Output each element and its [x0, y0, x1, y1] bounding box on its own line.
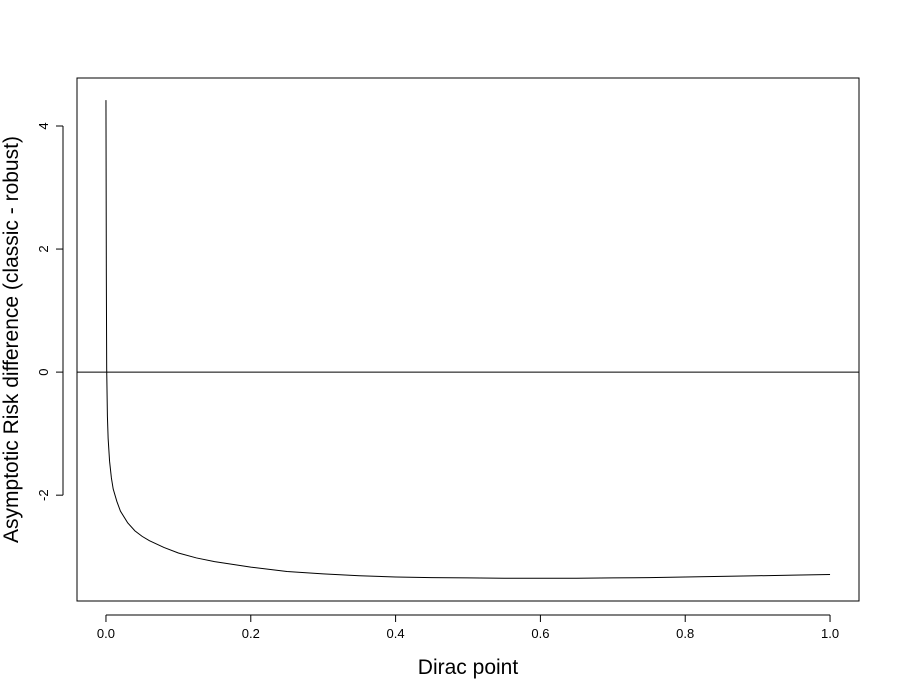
series-line	[105, 100, 831, 579]
y-axis-title: Asymptotic Risk difference (classic - ro…	[0, 136, 23, 543]
x-tick-label: 0.6	[531, 626, 549, 641]
x-tick-label: 1.0	[821, 626, 839, 641]
x-axis: 0.0 0.2 0.4 0.6 0.8 1.0	[97, 614, 839, 641]
x-tick-label: 0.4	[387, 626, 405, 641]
x-tick-label: 0.8	[676, 626, 694, 641]
y-axis: -2 0 2 4	[36, 122, 64, 501]
x-tick-label: 0.0	[97, 626, 115, 641]
x-tick-label: 0.2	[242, 626, 260, 641]
plot-frame	[76, 77, 860, 602]
y-tick-label: 0	[36, 368, 51, 375]
y-tick-label: 2	[36, 245, 51, 252]
y-tick-label: 4	[36, 122, 51, 129]
x-axis-title: Dirac point	[418, 656, 519, 679]
y-tick-label: -2	[36, 489, 51, 501]
